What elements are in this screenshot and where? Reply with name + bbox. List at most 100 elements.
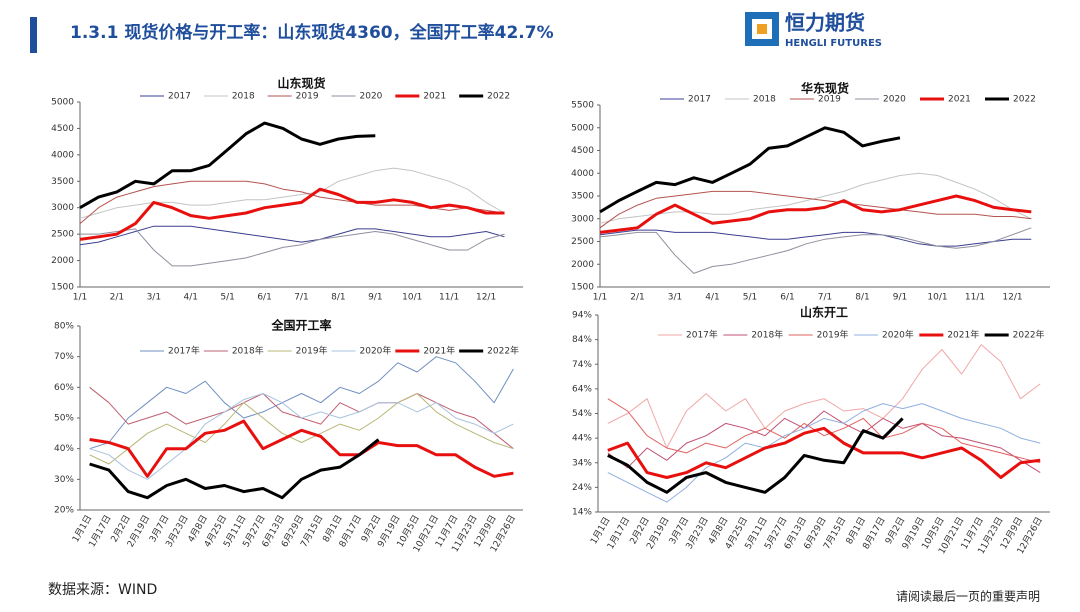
chart-title: 全国开工率 <box>270 318 331 333</box>
series-line <box>89 393 514 465</box>
chart: 山东现货 1500 2000 2500 3000 3500 4000 4500 5000 1/1 2… <box>51 76 523 303</box>
y-tick-label: 14% <box>572 508 592 518</box>
series-line <box>607 344 1041 449</box>
logo: 恒力期货 HENGLI FUTURES <box>745 11 882 49</box>
y-tick-label: 94% <box>572 311 592 321</box>
series-line <box>607 426 1041 479</box>
y-tick-label: 74% <box>572 360 592 370</box>
y-tick-label: 24% <box>572 483 592 493</box>
y-tick-label: 60% <box>54 383 74 393</box>
y-tick-label: 4500 <box>51 124 74 134</box>
y-tick-label: 4500 <box>571 146 594 156</box>
legend-label: 2020年 <box>360 345 392 357</box>
x-tick-label: 9/1 <box>368 293 382 303</box>
series-line <box>607 417 904 494</box>
x-tick-label: 12/1 <box>1002 293 1022 303</box>
y-tick-label: 3000 <box>571 214 594 224</box>
x-tick-label: 12/1 <box>476 293 496 303</box>
series-line <box>599 229 1032 247</box>
y-tick-label: 1500 <box>51 283 74 293</box>
series-line <box>607 398 1041 464</box>
y-tick-label: 70% <box>54 352 74 362</box>
legend-label: 2022年 <box>1013 329 1045 341</box>
series-line <box>80 228 505 267</box>
x-tick-label: 10/1 <box>927 293 947 303</box>
legend-label: 2022 <box>1013 95 1036 105</box>
y-tick-label: 34% <box>572 458 592 468</box>
series-line <box>599 172 1032 224</box>
x-tick-label: 11/1 <box>439 293 459 303</box>
x-tick-label: 2/1 <box>110 293 124 303</box>
legend-label: 2022年 <box>487 345 519 357</box>
legend-label: 2021 <box>948 95 971 105</box>
y-tick-label: 2000 <box>51 256 74 266</box>
legend-label: 2018 <box>753 95 776 105</box>
y-tick-label: 80% <box>54 322 74 332</box>
series-line <box>599 194 1032 234</box>
legend-label: 2018 <box>232 92 255 102</box>
x-tick-label: 4/1 <box>184 293 198 303</box>
legend-label: 2019年 <box>817 329 849 341</box>
source: 数据来源：WIND <box>48 582 157 598</box>
series-line <box>79 187 505 241</box>
x-tick-label: 2/1 <box>630 293 644 303</box>
x-tick-label: 11/1 <box>965 293 985 303</box>
y-tick-label: 3500 <box>51 177 74 187</box>
y-tick-label: 2500 <box>51 230 74 240</box>
series-line <box>599 126 901 214</box>
y-tick-label: 50% <box>54 414 74 424</box>
x-tick-label: 3/1 <box>147 293 161 303</box>
series-line <box>79 225 505 246</box>
chart: 全国开工率20%30%40%50%60%70%80%1月1日1月17日2月2日2… <box>54 318 523 554</box>
series-line <box>79 121 376 210</box>
slide-title: 1.3.1 现货价格与开工率：山东现货4360，全国开工率42.7% <box>70 22 554 43</box>
chart: 华东现货 1500 2000 2500 3000 3500 4000 4500 5000 5500… <box>571 81 1050 303</box>
y-tick-label: 54% <box>572 409 592 419</box>
series-line <box>89 356 514 450</box>
x-tick-label: 9/1 <box>893 293 907 303</box>
y-tick-label: 5000 <box>571 123 594 133</box>
y-tick-label: 20% <box>54 506 74 516</box>
logo-en: HENGLI FUTURES <box>785 38 882 49</box>
x-tick-label: 7/1 <box>818 293 832 303</box>
y-tick-label: 1500 <box>571 283 594 293</box>
x-tick-label: 5/1 <box>220 293 234 303</box>
y-tick-label: 84% <box>572 335 592 345</box>
x-tick-label: 1/1 <box>593 293 607 303</box>
series-line <box>79 167 505 219</box>
series-line <box>89 393 514 480</box>
y-tick-label: 40% <box>54 444 74 454</box>
legend-label: 2017年 <box>168 345 200 357</box>
legend-label: 2021年 <box>947 329 979 341</box>
x-tick-label: 1/1 <box>73 293 87 303</box>
series-line <box>607 403 1041 503</box>
legend-label: 2020年 <box>882 329 914 341</box>
x-tick-label: 10/1 <box>402 293 422 303</box>
logo-icon-core <box>757 24 767 34</box>
y-tick-label: 5500 <box>571 101 594 111</box>
chart-title: 华东现货 <box>801 81 849 96</box>
y-tick-label: 5000 <box>51 98 74 108</box>
chart-title: 山东现货 <box>277 76 325 91</box>
legend-label: 2019 <box>296 92 319 102</box>
y-tick-label: 2500 <box>571 237 594 247</box>
series-line <box>89 438 380 500</box>
x-tick-label: 3/1 <box>668 293 682 303</box>
legend-label: 2018年 <box>751 329 783 341</box>
y-tick-label: 44% <box>572 434 592 444</box>
series-line <box>607 410 1041 474</box>
x-tick-label: 8/1 <box>855 293 869 303</box>
legend-label: 2021年 <box>423 345 455 357</box>
legend-label: 2020 <box>360 92 383 102</box>
y-tick-label: 30% <box>54 475 74 485</box>
chart-title: 山东开工 <box>800 305 848 320</box>
legend-label: 2020 <box>883 95 906 105</box>
x-tick-label: 7/1 <box>294 293 308 303</box>
series-line <box>599 190 1032 229</box>
x-tick-label: 5/1 <box>743 293 757 303</box>
y-tick-label: 3000 <box>51 203 74 213</box>
x-tick-label: 6/1 <box>257 293 271 303</box>
logo-cn: 恒力期货 <box>785 11 865 35</box>
x-tick-label: 6/1 <box>780 293 794 303</box>
